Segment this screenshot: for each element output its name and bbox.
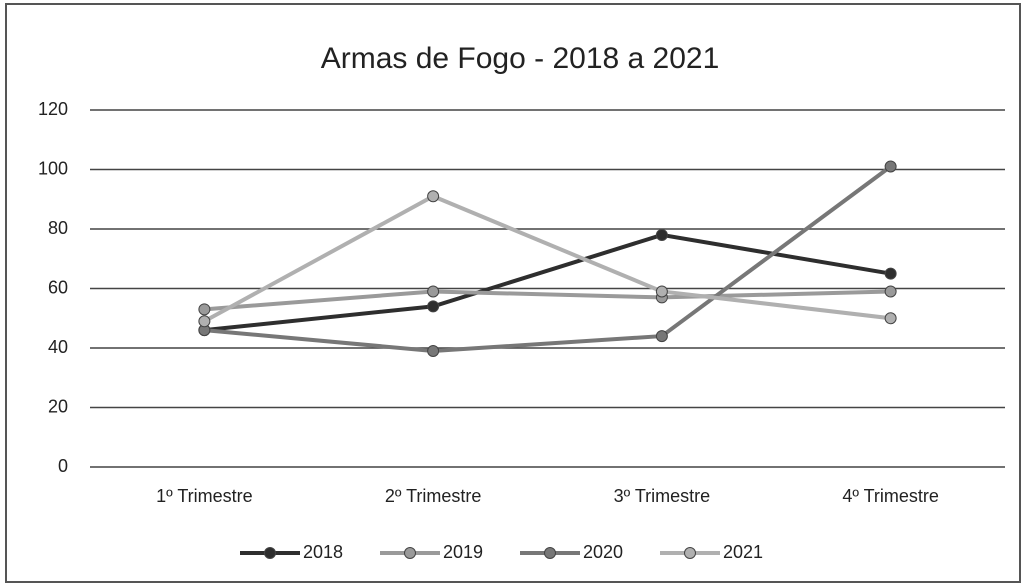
data-point <box>198 315 211 328</box>
series-line <box>204 289 891 312</box>
y-tick-label: 120 <box>38 99 68 119</box>
x-tick-label: 2º Trimestre <box>385 486 482 506</box>
legend-label: 2021 <box>723 542 763 562</box>
series-line <box>203 194 891 323</box>
data-point <box>427 344 440 357</box>
y-tick-label: 0 <box>58 456 68 476</box>
y-tick-label: 80 <box>48 218 68 238</box>
y-tick-label: 40 <box>48 337 68 357</box>
series-line <box>204 164 892 353</box>
data-point <box>427 190 440 203</box>
x-tick-label: 4º Trimestre <box>842 486 939 506</box>
y-tick-label: 20 <box>48 396 68 416</box>
chart-title: Armas de Fogo - 2018 a 2021 <box>321 42 720 75</box>
data-point <box>884 160 897 173</box>
data-point <box>655 285 668 298</box>
data-point <box>884 312 897 325</box>
legend-label: 2019 <box>443 542 483 562</box>
data-point <box>884 285 897 298</box>
data-point <box>427 285 440 298</box>
data-point <box>198 303 211 316</box>
y-tick-label: 60 <box>48 277 68 297</box>
data-point <box>655 228 668 241</box>
legend-marker <box>684 547 696 559</box>
x-tick-label: 3º Trimestre <box>614 486 711 506</box>
data-point <box>884 267 897 280</box>
legend-label: 2018 <box>303 542 343 562</box>
legend-label: 2020 <box>583 542 623 562</box>
x-tick-label: 1º Trimestre <box>156 486 253 506</box>
data-point <box>427 300 440 313</box>
series-line <box>204 232 891 333</box>
legend-marker <box>404 547 416 559</box>
legend-marker <box>544 547 556 559</box>
legend-marker <box>264 547 276 559</box>
y-tick-label: 100 <box>38 158 68 178</box>
data-point <box>655 330 668 343</box>
